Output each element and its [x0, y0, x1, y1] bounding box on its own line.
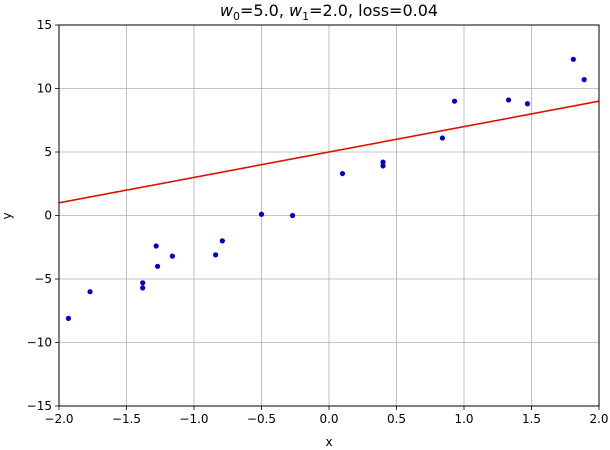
plot-data	[59, 56, 599, 321]
y-tick-label: −10	[27, 336, 52, 350]
data-point	[380, 159, 386, 165]
title-w1-subscript: 1	[302, 10, 309, 23]
x-tick-label: 1.0	[454, 412, 473, 426]
y-tick-label: 0	[44, 209, 52, 223]
y-tick-label: −5	[34, 272, 52, 286]
data-point	[289, 212, 296, 219]
data-point	[339, 170, 346, 177]
x-tick-label: 1.5	[522, 412, 541, 426]
data-point	[581, 77, 587, 83]
data-point	[140, 280, 146, 286]
y-tick-label: 10	[37, 82, 52, 96]
x-tick-label: −0.5	[247, 412, 276, 426]
data-point	[439, 135, 445, 141]
y-tick-label: −15	[27, 399, 52, 413]
data-point	[153, 243, 159, 249]
title-w1-value: =2.0, loss=0.04	[309, 1, 438, 20]
data-point	[258, 211, 265, 217]
x-tick-label: −2.0	[44, 412, 73, 426]
data-point	[87, 289, 93, 295]
x-tick-label: 2.0	[589, 412, 608, 426]
x-tick-label: −1.5	[112, 412, 141, 426]
y-tick-label: 5	[44, 145, 52, 159]
regression-line	[59, 100, 599, 204]
data-point	[219, 238, 225, 244]
title-w0-subscript: 0	[233, 10, 240, 23]
x-tick-label: 0.5	[387, 412, 406, 426]
data-point	[380, 163, 386, 169]
x-tick-label: −1.0	[179, 412, 208, 426]
data-point	[524, 101, 531, 107]
y-axis-label: y	[0, 212, 14, 219]
title-w0-value: =5.0,	[240, 1, 289, 20]
data-point	[154, 263, 161, 269]
y-tick-label: 15	[37, 18, 52, 32]
data-point	[213, 252, 219, 258]
data-point	[140, 285, 146, 291]
title-w1-symbol: w	[289, 1, 303, 20]
data-point	[65, 315, 72, 321]
x-tick-label: 0.0	[319, 412, 338, 426]
chart-title: w0=5.0, w1=2.0, loss=0.04	[220, 1, 438, 23]
axis-ticks: −2.0 −1.5 −1.0 −0.5 0.0 0.5 1.0 1.5 2.0 −15 −10 −5 0…	[27, 18, 609, 426]
data-point	[451, 98, 458, 104]
data-point	[570, 56, 576, 62]
x-axis-label: x	[325, 435, 332, 449]
title-w0-symbol: w	[220, 1, 234, 20]
data-point	[505, 97, 512, 103]
data-point	[169, 253, 175, 259]
